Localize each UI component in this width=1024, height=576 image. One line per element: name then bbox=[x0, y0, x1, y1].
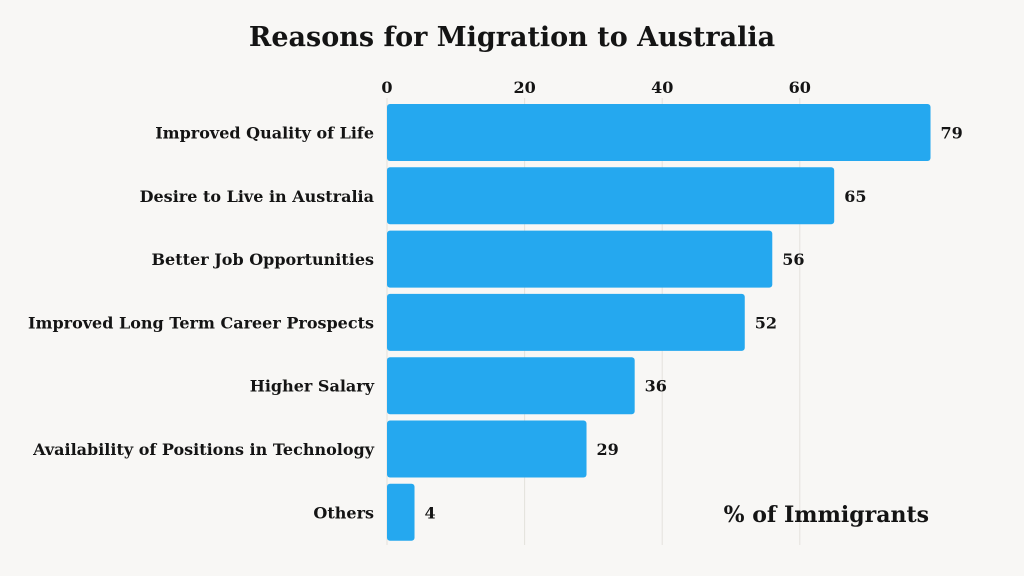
category-labels: Improved Quality of Life 79 Desire to Live… bbox=[28, 124, 963, 523]
bar bbox=[387, 357, 635, 415]
x-tick-label: 60 bbox=[789, 78, 811, 97]
value-label: 29 bbox=[597, 440, 619, 459]
x-axis-ticks: 0 20 40 60 bbox=[381, 78, 811, 97]
value-label: 56 bbox=[782, 250, 804, 269]
category-label: Better Job Opportunities bbox=[152, 250, 374, 269]
category-label: Higher Salary bbox=[250, 377, 375, 396]
x-tick-label: 0 bbox=[381, 78, 392, 97]
value-label: 65 bbox=[844, 187, 866, 206]
bar bbox=[387, 230, 773, 288]
x-tick-label: 40 bbox=[651, 78, 673, 97]
value-label: 4 bbox=[425, 503, 436, 522]
bars bbox=[387, 104, 931, 541]
bar bbox=[387, 420, 587, 478]
category-label: Availability of Positions in Technology bbox=[32, 440, 375, 459]
category-label: Desire to Live in Australia bbox=[140, 187, 374, 206]
value-label: 79 bbox=[941, 124, 963, 143]
category-label: Improved Quality of Life bbox=[155, 124, 374, 143]
category-label: Improved Long Term Career Prospects bbox=[28, 313, 374, 332]
bar bbox=[387, 293, 745, 351]
bar bbox=[387, 483, 415, 541]
value-label: 52 bbox=[755, 313, 777, 332]
chart-title: Reasons for Migration to Australia bbox=[248, 22, 776, 53]
x-tick-label: 20 bbox=[513, 78, 535, 97]
category-label: Others bbox=[313, 503, 374, 522]
bar bbox=[387, 167, 835, 225]
x-axis-label: % of Immigrants bbox=[724, 502, 929, 528]
value-label: 36 bbox=[645, 377, 667, 396]
bar bbox=[387, 104, 931, 161]
